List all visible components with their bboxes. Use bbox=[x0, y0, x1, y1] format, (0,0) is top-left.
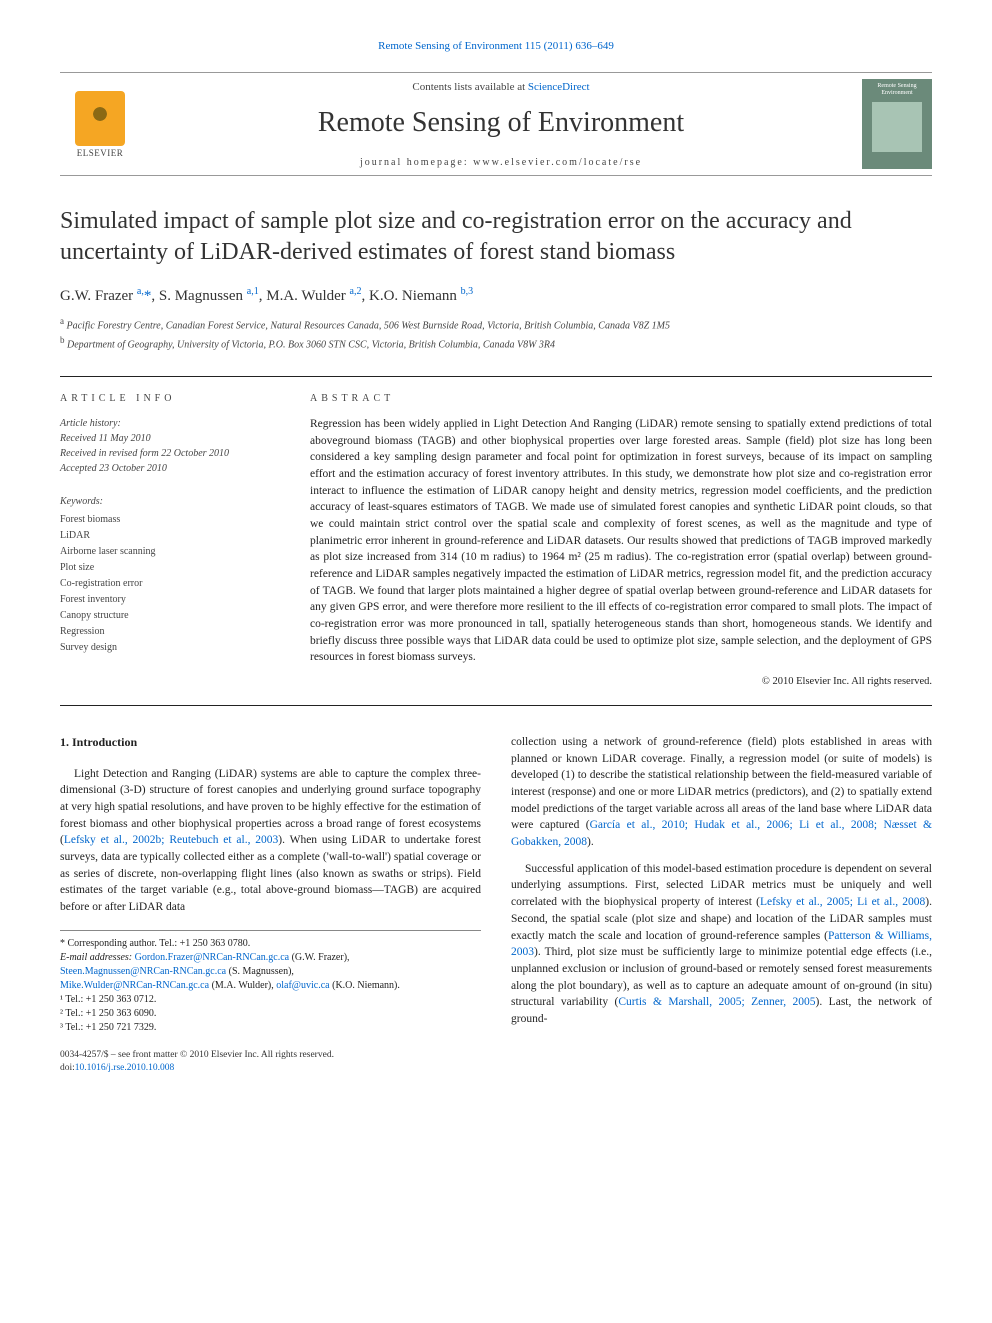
keyword: LiDAR bbox=[60, 528, 270, 544]
citation-link[interactable]: Lefsky et al., 2005; Li et al., 2008 bbox=[760, 896, 925, 908]
keyword: Canopy structure bbox=[60, 608, 270, 624]
body-column-right: collection using a network of ground-ref… bbox=[511, 734, 932, 1075]
email-link[interactable]: Mike.Wulder@NRCan-RNCan.gc.ca bbox=[60, 980, 209, 991]
footnotes: * Corresponding author. Tel.: +1 250 363… bbox=[60, 930, 481, 1035]
publisher-name: ELSEVIER bbox=[77, 148, 124, 158]
email-link[interactable]: Gordon.Frazer@NRCan-RNCan.gc.ca bbox=[135, 952, 289, 963]
abstract-copyright: © 2010 Elsevier Inc. All rights reserved… bbox=[310, 676, 932, 687]
citation-link[interactable]: Curtis & Marshall, 2005; Zenner, 2005 bbox=[618, 996, 815, 1008]
citation-link[interactable]: Lefsky et al., 2002b; Reutebuch et al., … bbox=[64, 834, 278, 846]
doi-link[interactable]: 10.1016/j.rse.2010.10.008 bbox=[75, 1063, 174, 1073]
history-label: Article history: bbox=[60, 416, 270, 431]
article-title: Simulated impact of sample plot size and… bbox=[60, 206, 932, 268]
abstract-column: ABSTRACT Regression has been widely appl… bbox=[310, 393, 932, 687]
keyword: Airborne laser scanning bbox=[60, 544, 270, 560]
publisher-tree-icon bbox=[75, 91, 125, 146]
header-center: Contents lists available at ScienceDirec… bbox=[140, 81, 862, 168]
body-columns: 1. Introduction Light Detection and Rang… bbox=[60, 734, 932, 1075]
section-divider bbox=[60, 705, 932, 706]
article-info-label: ARTICLE INFO bbox=[60, 393, 270, 404]
email-link[interactable]: Steen.Magnussen@NRCan-RNCan.gc.ca bbox=[60, 966, 226, 977]
intro-paragraph-1: Light Detection and Ranging (LiDAR) syst… bbox=[60, 766, 481, 916]
authors-line: G.W. Frazer a,*, S. Magnussen a,1, M.A. … bbox=[60, 286, 932, 305]
homepage-url: www.elsevier.com/locate/rse bbox=[473, 157, 642, 168]
cover-title: Remote Sensing Environment bbox=[866, 83, 928, 96]
keyword: Survey design bbox=[60, 640, 270, 656]
affiliations: a Pacific Forestry Centre, Canadian Fore… bbox=[60, 315, 932, 352]
publisher-logo: ELSEVIER bbox=[60, 79, 140, 169]
journal-cover-thumb: Remote Sensing Environment bbox=[862, 79, 932, 169]
keyword: Forest inventory bbox=[60, 592, 270, 608]
journal-homepage-line: journal homepage: www.elsevier.com/locat… bbox=[140, 157, 862, 168]
keywords-label: Keywords: bbox=[60, 494, 270, 510]
contents-prefix: Contents lists available at bbox=[412, 81, 527, 93]
history-revised: Received in revised form 22 October 2010 bbox=[60, 446, 270, 461]
affiliation-a: a Pacific Forestry Centre, Canadian Fore… bbox=[60, 315, 932, 333]
abstract-label: ABSTRACT bbox=[310, 393, 932, 404]
journal-name: Remote Sensing of Environment bbox=[140, 107, 862, 139]
keyword: Forest biomass bbox=[60, 512, 270, 528]
history-accepted: Accepted 23 October 2010 bbox=[60, 461, 270, 476]
journal-header: ELSEVIER Contents lists available at Sci… bbox=[60, 72, 932, 176]
email-addresses: E-mail addresses: Gordon.Frazer@NRCan-RN… bbox=[60, 951, 481, 965]
affil-sup: a bbox=[60, 316, 64, 326]
keywords-block: Keywords: Forest biomass LiDAR Airborne … bbox=[60, 494, 270, 656]
journal-reference-link[interactable]: Remote Sensing of Environment 115 (2011)… bbox=[60, 40, 932, 52]
history-received: Received 11 May 2010 bbox=[60, 431, 270, 446]
tel-footnote: ¹ Tel.: +1 250 363 0712. bbox=[60, 993, 481, 1007]
article-meta-row: ARTICLE INFO Article history: Received 1… bbox=[60, 376, 932, 687]
contents-lists-line: Contents lists available at ScienceDirec… bbox=[140, 81, 862, 93]
corresponding-author: * Corresponding author. Tel.: +1 250 363… bbox=[60, 937, 481, 951]
email-link[interactable]: olaf@uvic.ca bbox=[276, 980, 329, 991]
keyword: Co-registration error bbox=[60, 576, 270, 592]
tel-footnote: ³ Tel.: +1 250 721 7329. bbox=[60, 1021, 481, 1035]
keyword: Plot size bbox=[60, 560, 270, 576]
article-info-column: ARTICLE INFO Article history: Received 1… bbox=[60, 393, 270, 687]
keyword: Regression bbox=[60, 624, 270, 640]
cover-image-icon bbox=[872, 102, 922, 152]
homepage-prefix: journal homepage: bbox=[360, 157, 473, 168]
sciencedirect-link[interactable]: ScienceDirect bbox=[528, 81, 590, 93]
body-column-left: 1. Introduction Light Detection and Rang… bbox=[60, 734, 481, 1075]
front-matter-line: 0034-4257/$ – see front matter © 2010 El… bbox=[60, 1049, 481, 1076]
affiliation-b: b Department of Geography, University of… bbox=[60, 334, 932, 352]
introduction-heading: 1. Introduction bbox=[60, 734, 481, 751]
affil-sup: b bbox=[60, 335, 65, 345]
intro-paragraph-2: Successful application of this model-bas… bbox=[511, 861, 932, 1028]
article-history: Article history: Received 11 May 2010 Re… bbox=[60, 416, 270, 476]
intro-paragraph-1-cont: collection using a network of ground-ref… bbox=[511, 734, 932, 851]
abstract-text: Regression has been widely applied in Li… bbox=[310, 416, 932, 666]
tel-footnote: ² Tel.: +1 250 363 6090. bbox=[60, 1007, 481, 1021]
